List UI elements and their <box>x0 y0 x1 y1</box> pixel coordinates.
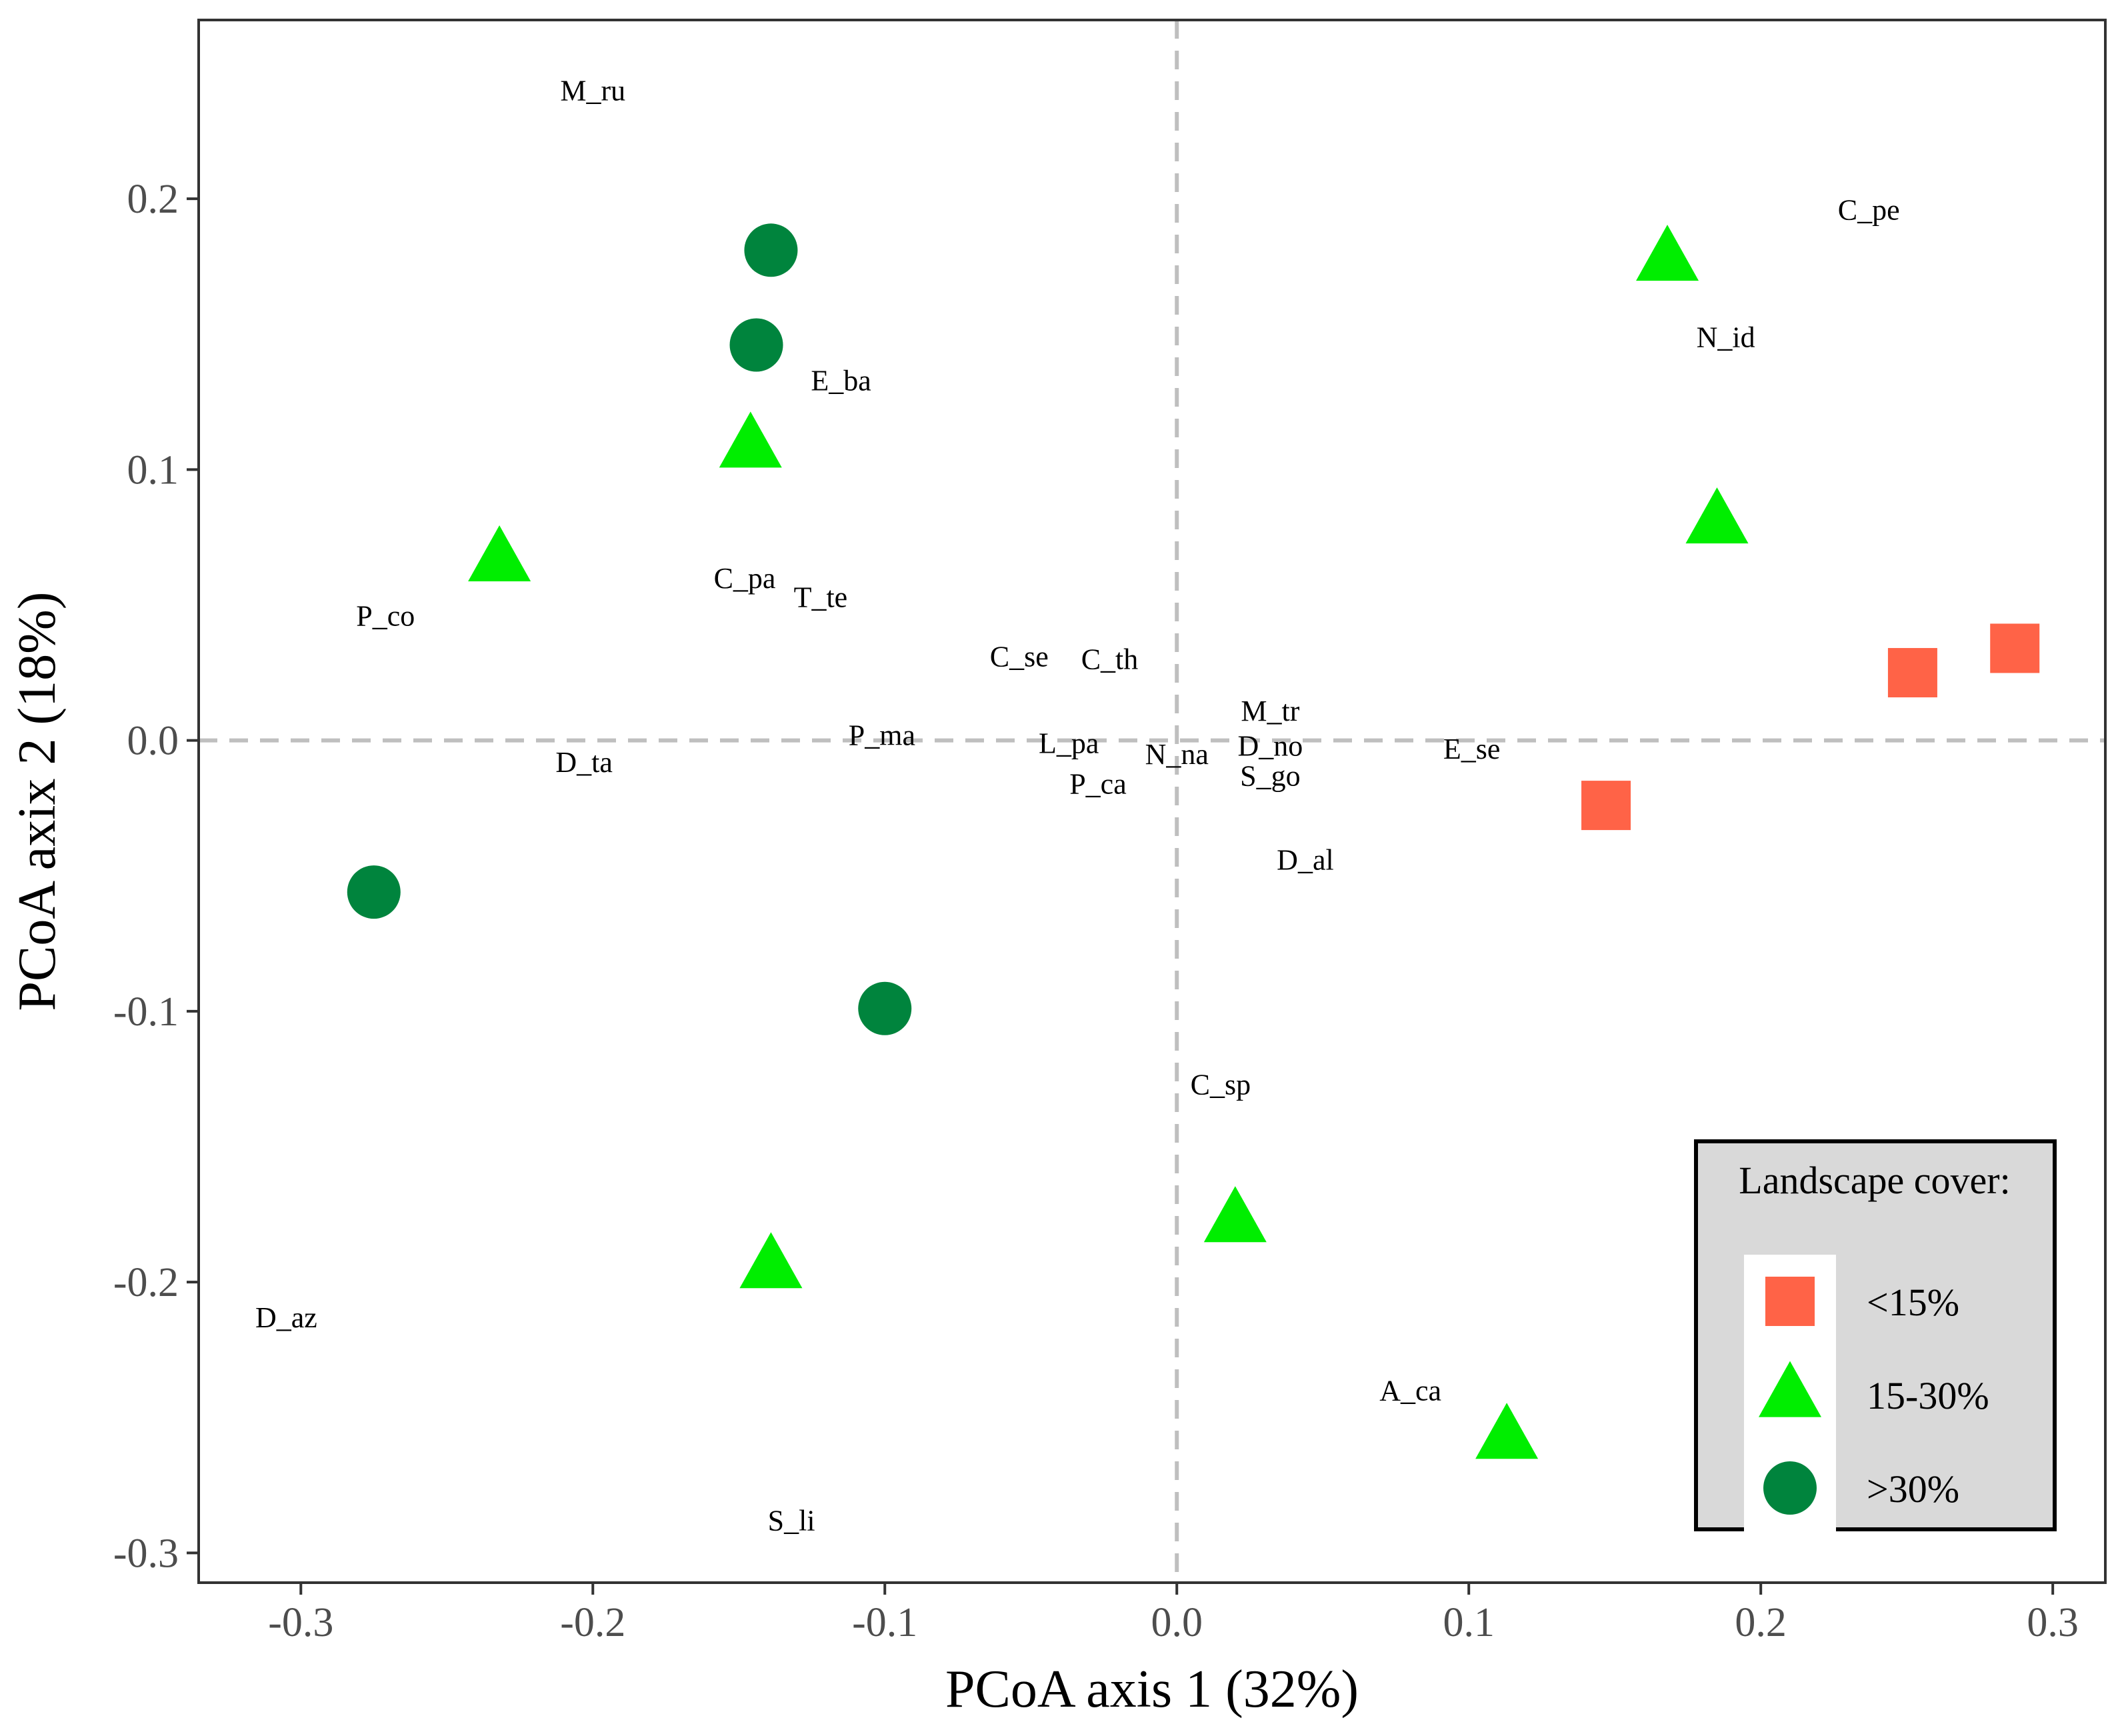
species-label: L_pa <box>1039 727 1099 760</box>
x-tick-label: 0.3 <box>2027 1600 2079 1645</box>
square-data-point <box>1990 623 2040 673</box>
plot-panel-border <box>197 19 2107 1584</box>
x-tick-label: -0.2 <box>560 1600 625 1645</box>
species-label: P_ca <box>1069 768 1127 801</box>
legend: Landscape cover: <15% 15-30% >30% <box>1694 1139 2057 1535</box>
y-tick-label: -0.2 <box>113 1260 179 1305</box>
y-tick-label: -0.1 <box>113 989 179 1035</box>
legend-title: Landscape cover: <box>1739 1159 2010 1202</box>
species-label: N_id <box>1697 321 1755 353</box>
x-axis: -0.3 -0.2 -0.1 0.0 0.1 0.2 0.3 <box>268 1583 2079 1645</box>
legend-circle-icon <box>1763 1461 1817 1515</box>
circle-data-point <box>347 865 401 919</box>
species-label: S_li <box>768 1505 815 1537</box>
species-label: D_az <box>255 1301 317 1334</box>
legend-label: >30% <box>1867 1467 1959 1511</box>
species-label: A_ca <box>1379 1375 1441 1407</box>
species-label: P_co <box>356 600 415 633</box>
legend-items: <15% 15-30% >30% <box>1744 1255 1989 1535</box>
x-tick-label: 0.2 <box>1735 1600 1787 1645</box>
legend-square-icon <box>1765 1277 1815 1326</box>
legend-triangle-icon <box>1759 1361 1821 1417</box>
circle-data-point <box>858 981 912 1035</box>
species-label: N_na <box>1145 738 1209 771</box>
y-tick-label: 0.2 <box>127 177 179 222</box>
triangle-data-point <box>468 525 531 582</box>
species-label: M_ru <box>560 75 625 107</box>
species-label: T_te <box>794 581 848 613</box>
square-data-point <box>1887 648 1937 698</box>
species-label: D_ta <box>555 746 613 779</box>
y-axis: -0.3 -0.2 -0.1 0.0 0.1 0.2 <box>113 177 199 1576</box>
circle-data-point <box>744 223 798 277</box>
species-label: M_tr <box>1241 695 1299 727</box>
square-data-point <box>1581 781 1631 831</box>
species-label: C_pe <box>1838 193 1900 226</box>
y-tick-label: 0.1 <box>127 447 179 493</box>
species-label: P_ma <box>849 719 915 751</box>
y-tick-label: -0.3 <box>113 1531 179 1576</box>
x-tick-label: 0.1 <box>1443 1600 1495 1645</box>
data-points <box>347 223 2040 1459</box>
x-tick-label: -0.1 <box>852 1600 917 1645</box>
triangle-data-point <box>1203 1186 1267 1243</box>
y-tick-label: 0.0 <box>127 719 179 764</box>
reference-lines <box>199 20 2105 1583</box>
triangle-data-point <box>1475 1403 1539 1459</box>
species-label: D_al <box>1277 843 1334 876</box>
species-label: E_se <box>1443 733 1501 765</box>
species-labels: M_ru C_pe N_id E_ba C_pa T_te P_co C_se C_th M_tr… <box>255 75 1900 1537</box>
species-label: D_no <box>1237 730 1303 763</box>
x-tick-label: -0.3 <box>268 1600 333 1645</box>
x-axis-title: PCoA axis 1 (32%) <box>945 1660 1359 1719</box>
species-label: C_th <box>1081 643 1139 676</box>
circle-data-point <box>729 318 783 372</box>
legend-label: <15% <box>1867 1281 1959 1324</box>
species-label: S_go <box>1240 759 1300 792</box>
species-label: C_pa <box>714 562 776 595</box>
legend-label: 15-30% <box>1867 1374 1989 1417</box>
triangle-data-point <box>1685 487 1749 544</box>
x-tick-label: 0.0 <box>1151 1600 1203 1645</box>
y-axis-title: PCoA axix 2 (18%) <box>8 592 67 1011</box>
triangle-data-point <box>719 411 782 468</box>
triangle-data-point <box>739 1232 803 1289</box>
species-label: C_se <box>990 641 1049 673</box>
triangle-data-point <box>1636 225 1699 281</box>
species-label: C_sp <box>1191 1069 1251 1101</box>
species-label: E_ba <box>811 364 871 397</box>
